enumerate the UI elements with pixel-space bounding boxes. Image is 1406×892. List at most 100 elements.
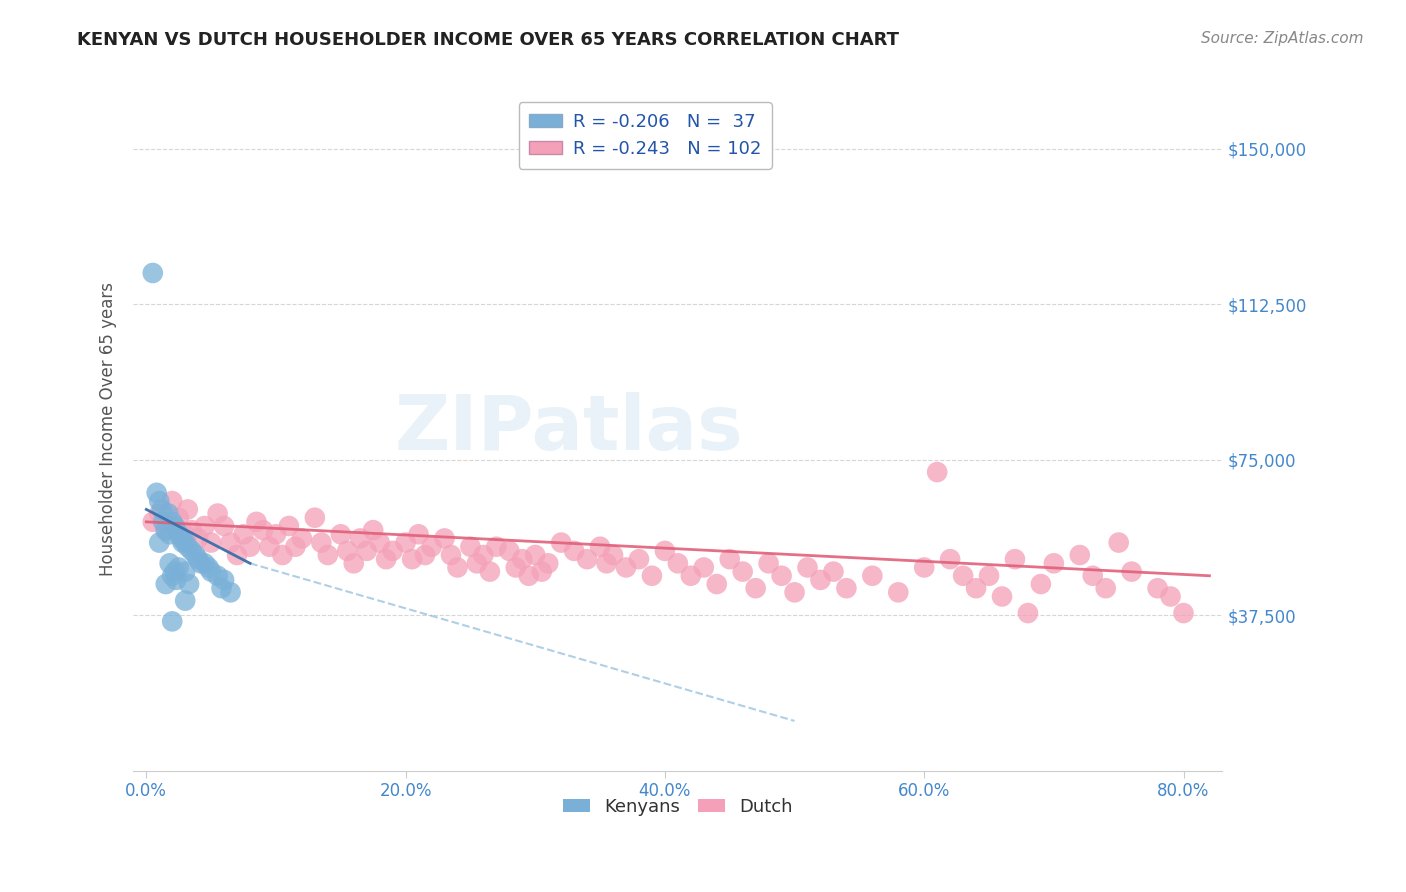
Point xyxy=(1081,568,1104,582)
Point xyxy=(291,532,314,546)
Point xyxy=(368,535,391,549)
Point xyxy=(1146,581,1168,595)
Point xyxy=(498,544,520,558)
Legend: Kenyans, Dutch: Kenyans, Dutch xyxy=(555,791,800,823)
Point xyxy=(991,590,1014,604)
Point xyxy=(160,568,183,582)
Point xyxy=(562,544,585,558)
Point xyxy=(177,540,200,554)
Point xyxy=(485,540,508,554)
Point xyxy=(505,560,527,574)
Point xyxy=(394,535,416,549)
Point xyxy=(150,502,173,516)
Point xyxy=(408,527,430,541)
Point xyxy=(159,557,181,571)
Point xyxy=(744,581,766,595)
Point xyxy=(465,557,488,571)
Point xyxy=(177,502,200,516)
Point xyxy=(1017,606,1039,620)
Point xyxy=(627,552,650,566)
Point xyxy=(440,548,463,562)
Point xyxy=(177,577,200,591)
Point xyxy=(194,519,217,533)
Point xyxy=(187,552,209,566)
Point xyxy=(478,565,501,579)
Point xyxy=(148,494,170,508)
Point xyxy=(413,548,436,562)
Point xyxy=(142,515,165,529)
Point xyxy=(679,568,702,582)
Point xyxy=(167,560,190,574)
Text: Source: ZipAtlas.com: Source: ZipAtlas.com xyxy=(1201,31,1364,46)
Point xyxy=(155,523,177,537)
Point xyxy=(770,568,793,582)
Point xyxy=(336,544,359,558)
Point xyxy=(693,560,716,574)
Point xyxy=(510,552,533,566)
Point xyxy=(595,557,617,571)
Point xyxy=(160,515,183,529)
Point xyxy=(375,552,398,566)
Point xyxy=(550,535,572,549)
Point xyxy=(245,515,267,529)
Point xyxy=(187,532,209,546)
Point xyxy=(329,527,352,541)
Point xyxy=(401,552,423,566)
Point xyxy=(460,540,482,554)
Point xyxy=(316,548,339,562)
Point xyxy=(207,507,229,521)
Point xyxy=(200,565,222,579)
Point xyxy=(174,565,197,579)
Point xyxy=(731,565,754,579)
Point xyxy=(433,532,456,546)
Point xyxy=(174,535,197,549)
Point xyxy=(142,266,165,280)
Point xyxy=(1094,581,1116,595)
Point xyxy=(252,523,274,537)
Point xyxy=(180,523,202,537)
Text: ZIPatlas: ZIPatlas xyxy=(395,392,744,466)
Point xyxy=(654,544,676,558)
Point xyxy=(1108,535,1130,549)
Text: KENYAN VS DUTCH HOUSEHOLDER INCOME OVER 65 YEARS CORRELATION CHART: KENYAN VS DUTCH HOUSEHOLDER INCOME OVER … xyxy=(77,31,900,49)
Point xyxy=(155,577,177,591)
Point xyxy=(1004,552,1026,566)
Point xyxy=(160,494,183,508)
Point xyxy=(823,565,845,579)
Point xyxy=(718,552,741,566)
Point xyxy=(589,540,612,554)
Point xyxy=(197,560,219,574)
Point xyxy=(965,581,987,595)
Point xyxy=(1043,557,1066,571)
Point xyxy=(219,535,242,549)
Point xyxy=(887,585,910,599)
Point xyxy=(939,552,962,566)
Point xyxy=(167,510,190,524)
Point xyxy=(614,560,637,574)
Point xyxy=(666,557,689,571)
Point xyxy=(145,485,167,500)
Point xyxy=(194,557,217,571)
Point xyxy=(200,535,222,549)
Point xyxy=(207,568,229,582)
Point xyxy=(232,527,254,541)
Point xyxy=(796,560,818,574)
Point xyxy=(758,557,780,571)
Point xyxy=(343,557,366,571)
Point xyxy=(835,581,858,595)
Point xyxy=(160,615,183,629)
Point xyxy=(1069,548,1091,562)
Point xyxy=(381,544,404,558)
Point xyxy=(174,527,197,541)
Point xyxy=(165,573,187,587)
Point xyxy=(517,568,540,582)
Point xyxy=(155,523,177,537)
Point xyxy=(537,557,560,571)
Point xyxy=(271,548,294,562)
Point xyxy=(152,515,174,529)
Point xyxy=(239,540,262,554)
Point xyxy=(219,585,242,599)
Point xyxy=(159,527,181,541)
Point xyxy=(226,548,249,562)
Point xyxy=(172,535,194,549)
